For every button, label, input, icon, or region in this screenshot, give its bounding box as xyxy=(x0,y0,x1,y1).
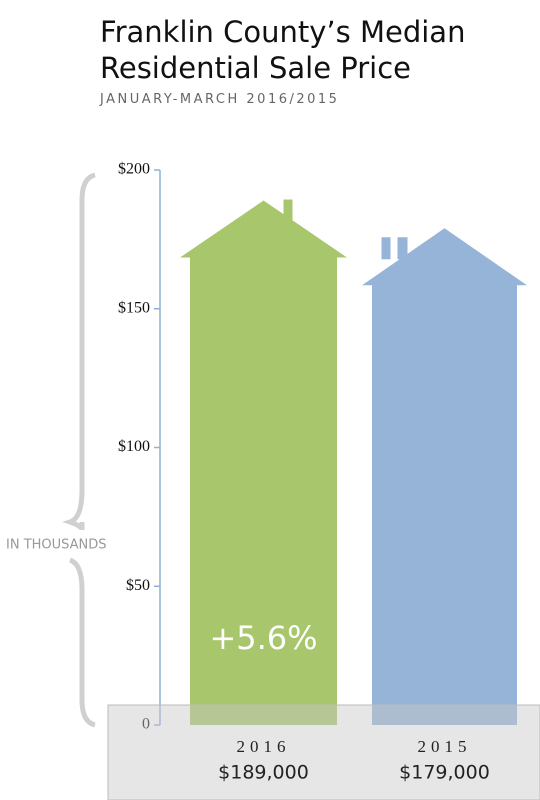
chimney xyxy=(283,199,293,222)
x-tick-label: 2015 xyxy=(418,737,472,756)
annotation: +5.6% xyxy=(209,619,317,657)
y-tick-label: $150 xyxy=(118,299,150,316)
chart-subtitle: JANUARY-MARCH 2016/2015 xyxy=(100,92,340,107)
house-bar xyxy=(180,200,347,725)
y-tick-label: $50 xyxy=(126,577,150,594)
footer-box xyxy=(107,704,540,800)
chimney xyxy=(397,237,408,260)
y-tick-label: 0 xyxy=(142,716,150,733)
value-label: $179,000 xyxy=(399,762,490,784)
y-tick-label: $100 xyxy=(118,438,150,455)
bracket xyxy=(62,172,96,531)
bracket xyxy=(68,557,96,728)
y-tick-label: $200 xyxy=(118,161,150,178)
house-bar xyxy=(362,228,527,725)
x-tick-label: 2016 xyxy=(237,737,291,756)
chart-title: Franklin County’s Median Residential Sal… xyxy=(100,15,466,85)
y-axis-label: IN THOUSANDS xyxy=(6,538,107,553)
chimney xyxy=(381,237,391,260)
value-label: $189,000 xyxy=(218,762,309,784)
